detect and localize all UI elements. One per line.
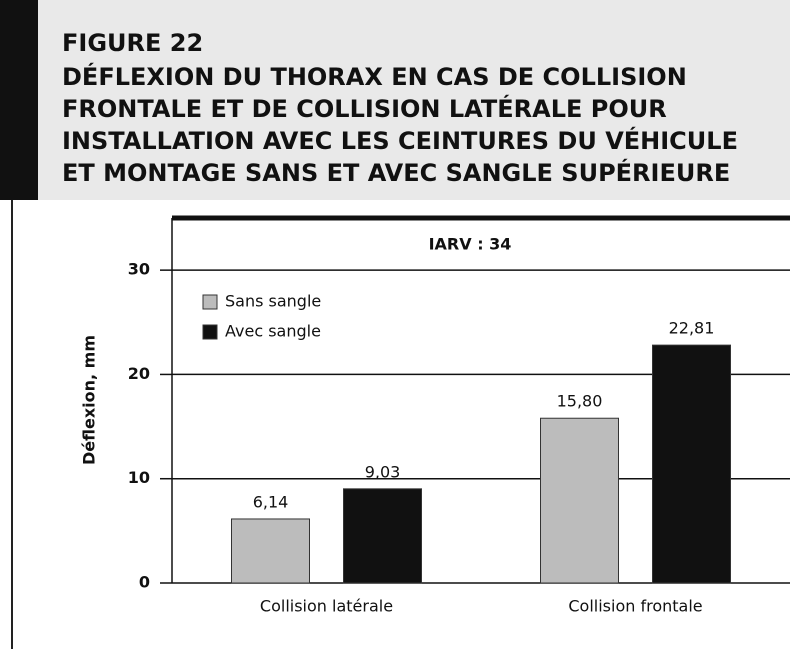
header-bg xyxy=(0,0,790,200)
header-bar xyxy=(0,0,38,200)
chart-title: INSTALLATION AVEC LES CEINTURES DU VÉHIC… xyxy=(62,126,738,155)
annotation: IARV : 34 xyxy=(429,235,512,254)
value-label: 15,80 xyxy=(557,392,603,411)
value-label: 6,14 xyxy=(253,492,289,511)
legend-label: Sans sangle xyxy=(225,292,321,311)
bar xyxy=(343,488,422,584)
chart-title: ET MONTAGE SANS ET AVEC SANGLE SUPÉRIEUR… xyxy=(62,158,730,187)
y-tick-label: 10 xyxy=(128,468,150,487)
bar xyxy=(231,518,310,584)
y-tick-label: 0 xyxy=(139,573,150,592)
bar xyxy=(540,417,619,584)
legend-swatch xyxy=(202,294,218,310)
y-tick-label: 30 xyxy=(128,260,150,279)
y-axis-label: Déflexion, mm xyxy=(80,335,99,465)
chart-title: FRONTALE ET DE COLLISION LATÉRALE POUR xyxy=(62,94,667,123)
x-tick-label: Collision latérale xyxy=(260,597,393,616)
value-label: 9,03 xyxy=(365,462,401,481)
y-tick-label: 20 xyxy=(128,364,150,383)
legend-label: Avec sangle xyxy=(225,322,321,341)
figure-label: FIGURE 22 xyxy=(62,29,203,57)
x-tick-label: Collision frontale xyxy=(568,597,702,616)
chart-title: DÉFLEXION DU THORAX EN CAS DE COLLISION xyxy=(62,62,687,91)
bar xyxy=(652,344,731,584)
value-label: 22,81 xyxy=(669,319,715,338)
legend-swatch xyxy=(202,324,218,340)
